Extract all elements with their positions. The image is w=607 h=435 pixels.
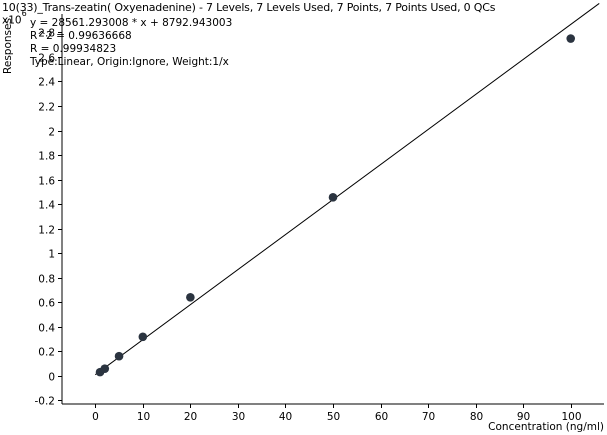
y-tick-label: 0.6 <box>38 298 55 310</box>
y-tick-label: 1.8 <box>38 151 55 163</box>
data-point <box>100 364 110 373</box>
y-tick-label: 2.4 <box>38 77 55 89</box>
r-squared-value: R^2 = 0.99636668 <box>30 30 132 42</box>
x-tick-label: 20 <box>184 411 197 423</box>
y-tick-label: 2.2 <box>38 102 55 114</box>
x-tick-label: 30 <box>232 411 245 423</box>
x-axis-label: Concentration (ng/ml) <box>488 421 604 433</box>
data-point <box>138 332 148 342</box>
x-tick-label: 70 <box>422 411 435 423</box>
x-tick-label: 50 <box>327 411 340 423</box>
y-axis-multiplier: x106 <box>2 9 27 27</box>
regression-line <box>94 3 600 376</box>
y-tick-label: -0.2 <box>35 396 56 408</box>
data-point <box>186 293 195 302</box>
regression-equation: y = 28561.293008 * x + 8792.943003 <box>30 17 233 29</box>
y-tick-label: 2 <box>48 127 55 139</box>
x-tick-label: 0 <box>92 411 99 423</box>
x-tick-label: 90 <box>517 411 530 423</box>
data-point <box>114 351 124 361</box>
x-tick-label: 40 <box>279 411 292 423</box>
x-tick-label: 80 <box>470 411 483 423</box>
y-tick-label: 2.6 <box>38 53 55 65</box>
y-tick-label: 1.6 <box>38 176 55 188</box>
data-point <box>328 193 338 202</box>
fit-type-info: Type:Linear, Origin:Ignore, Weight:1/x <box>30 56 229 68</box>
r-value: R = 0.99934823 <box>30 43 117 55</box>
y-tick-label: 1.2 <box>38 225 55 237</box>
x-tick-label: 10 <box>137 411 150 423</box>
data-point <box>566 34 576 43</box>
y-tick-label: 0.4 <box>38 323 55 335</box>
y-tick-label: 0.2 <box>38 347 55 359</box>
chart-title: 10(33)_Trans-zeatin( Oxyenadenine) - 7 L… <box>2 1 496 14</box>
y-tick-label: 0 <box>48 372 55 384</box>
y-tick-label: 0.8 <box>38 274 55 286</box>
y-tick-label: 1.4 <box>38 200 55 212</box>
x-tick-label: 60 <box>375 411 388 423</box>
x-tick-label: 100 <box>561 411 581 423</box>
y-tick-label: 1 <box>48 249 55 261</box>
y-tick-label: 2.8 <box>38 28 55 40</box>
